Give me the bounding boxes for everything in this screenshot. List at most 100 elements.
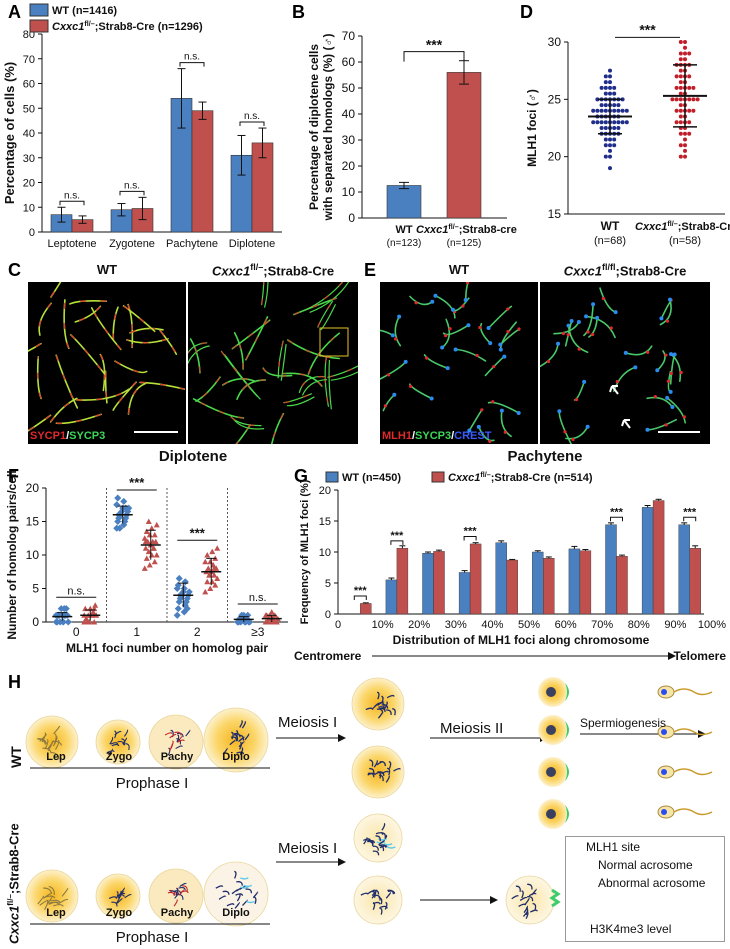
h-chromosome xyxy=(378,707,386,712)
panel-label-d: D xyxy=(520,2,533,22)
crest-focus xyxy=(668,297,673,302)
h-chromosome xyxy=(253,896,257,905)
d-point-wt xyxy=(599,103,604,108)
g-sig-bracket xyxy=(463,536,477,541)
a-sig-bracket xyxy=(239,121,265,127)
chromosome-axis xyxy=(588,317,598,338)
h-chromosome xyxy=(48,885,55,895)
sycp1-signal xyxy=(195,376,221,402)
wt-spermiogenesis-label: Spermiogenesis xyxy=(580,716,667,730)
sycp1-signal xyxy=(236,379,266,400)
sycp1-signal xyxy=(283,393,312,404)
h-separated-homolog xyxy=(378,838,387,841)
mlh1-focus xyxy=(506,307,510,311)
panel-h-row-wt-label: WT xyxy=(8,746,24,768)
f-point-wt xyxy=(114,494,122,502)
mlh1-focus xyxy=(590,332,595,337)
ko-stage-diplo: Diplo xyxy=(222,907,250,919)
panel-h-legend xyxy=(565,836,725,942)
chromosome-axis xyxy=(49,397,78,423)
b-y-tick-label: 0 xyxy=(348,211,355,225)
mlh1-focus xyxy=(563,430,567,434)
f-point-wt xyxy=(175,574,183,582)
f-point-wt xyxy=(120,497,128,505)
d-x-label-wt: WT xyxy=(601,219,620,233)
zoom-box xyxy=(319,327,349,357)
d-y-tick-label: 30 xyxy=(548,35,562,49)
a-x-tick-label: Pachytene xyxy=(166,238,218,250)
h-chromosome xyxy=(372,850,380,856)
sycp1-signal xyxy=(140,381,185,390)
h-spermatid-nucleus xyxy=(546,767,556,777)
b-x-label-ko: Cxxc1fl/–;Strab8-cre xyxy=(416,223,517,236)
crest-focus xyxy=(498,347,503,352)
d-point-ko xyxy=(678,131,683,136)
b-y-tick-label: 30 xyxy=(342,133,356,147)
d-point-ko xyxy=(683,154,687,159)
h-chromosome xyxy=(174,731,182,736)
sycp1-signal xyxy=(193,398,244,419)
chromosome-axis xyxy=(669,353,676,385)
panel-h-row-ko-gene: Cxxc1 xyxy=(6,905,22,944)
d-point-wt xyxy=(608,74,612,79)
d-point-ko xyxy=(678,51,683,56)
h-chromosome xyxy=(173,899,178,907)
f-x-tick-label: 1 xyxy=(133,625,140,639)
panel-label-h: H xyxy=(8,672,21,692)
g-x-tick-label: 0 xyxy=(335,619,341,631)
h-chromosome xyxy=(385,775,390,783)
h-chromosome xyxy=(124,894,132,899)
chromosome-axis xyxy=(670,353,682,382)
b-y-label-2: with separated homologs (%) (♂) xyxy=(321,33,335,221)
chromosome-axis xyxy=(280,344,287,381)
h-ko-mi-cell-bottom xyxy=(353,875,403,925)
mlh1-focus xyxy=(466,282,470,285)
h-chromosome xyxy=(381,832,386,839)
wt-meiosis-2-label: Meiosis II xyxy=(440,720,504,737)
h-chromosome xyxy=(121,738,126,746)
f-y-axis-label: Number of homolog pairs/cell xyxy=(5,470,19,639)
panel-c-wt-title: WT xyxy=(96,262,118,277)
h-chromosome xyxy=(215,885,224,889)
g-legend-wt: WT (n=450) xyxy=(342,472,401,484)
f-point-wt xyxy=(246,618,254,626)
h-chromosome xyxy=(377,711,383,719)
d-point-ko xyxy=(674,108,679,113)
h-normal-acrosome xyxy=(565,721,569,739)
g-centromere-label: Centromere xyxy=(294,649,362,663)
h-chromosome xyxy=(236,881,243,886)
mlh1-focus xyxy=(488,439,492,444)
sycp1-signal xyxy=(327,365,358,378)
g-legend-ko: Cxxc1fl/–;Strab8-Cre (n=514) xyxy=(448,471,593,484)
panel-label-f: F xyxy=(8,466,19,486)
d-point-ko xyxy=(695,97,700,102)
h-chromosome xyxy=(177,739,185,743)
f-point-wt xyxy=(234,618,242,626)
d-point-ko xyxy=(683,148,687,153)
g-bar-wt xyxy=(532,551,544,615)
d-point-ko xyxy=(678,57,683,62)
stain-sycp3-e: SYCP3 xyxy=(415,430,452,442)
d-point-ko xyxy=(687,108,692,113)
crest-focus xyxy=(584,314,589,319)
a-x-tick-label: Zygotene xyxy=(109,238,155,250)
g-x-tick-label: 50% xyxy=(518,619,540,631)
crest-focus xyxy=(668,389,673,394)
mlh1-focus xyxy=(506,330,510,334)
mlh1-focus xyxy=(664,353,668,357)
h-chromosome xyxy=(376,691,380,700)
sycp1-signal xyxy=(127,304,134,348)
a-sig-bracket xyxy=(179,62,205,67)
g-bar-wt xyxy=(385,579,398,615)
mlh1-focus xyxy=(517,327,521,331)
crest-focus xyxy=(665,395,670,400)
d-point-wt xyxy=(603,108,608,113)
g-bar-wt xyxy=(678,524,690,615)
h-chromosome xyxy=(365,707,374,711)
d-point-wt xyxy=(616,108,621,113)
f-point-ko xyxy=(202,588,209,595)
f-point-ko xyxy=(143,528,150,535)
crest-focus xyxy=(516,410,521,415)
g-x-axis-label: Distribution of MLH1 foci along chromoso… xyxy=(393,633,650,647)
sycp1-signal xyxy=(91,307,122,350)
